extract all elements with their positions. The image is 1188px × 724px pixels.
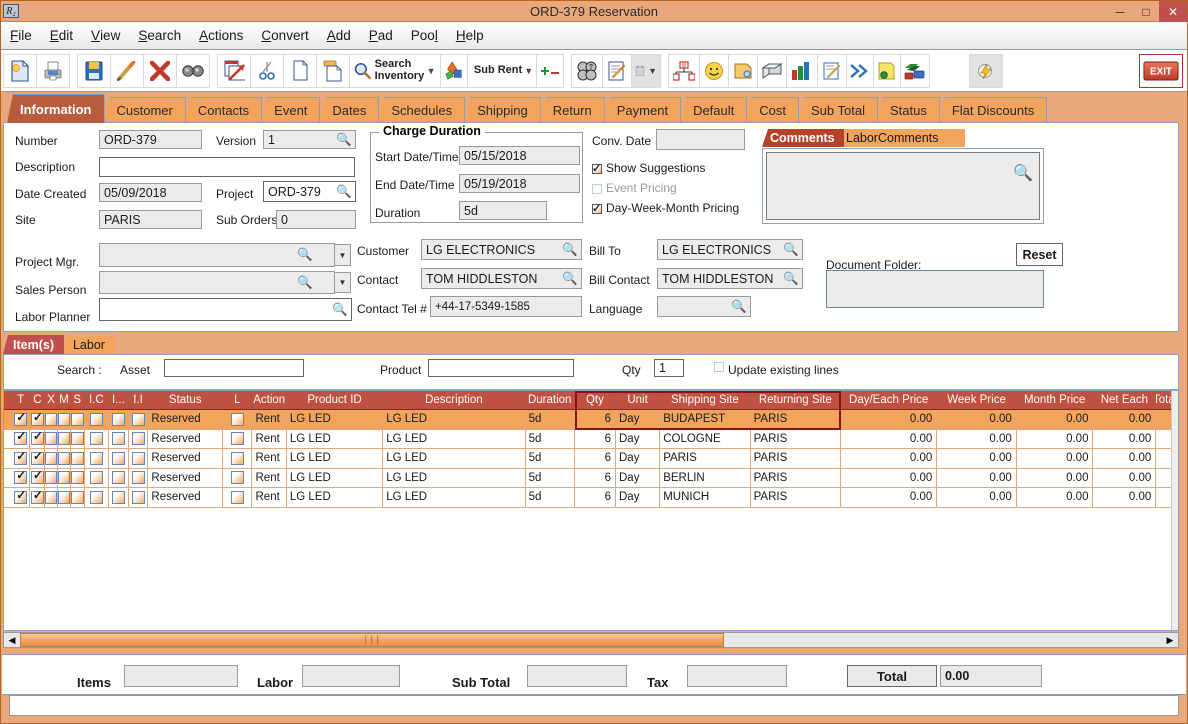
svg-text:?: ? — [589, 64, 593, 71]
svg-text:EXIT: EXIT — [1150, 66, 1172, 77]
